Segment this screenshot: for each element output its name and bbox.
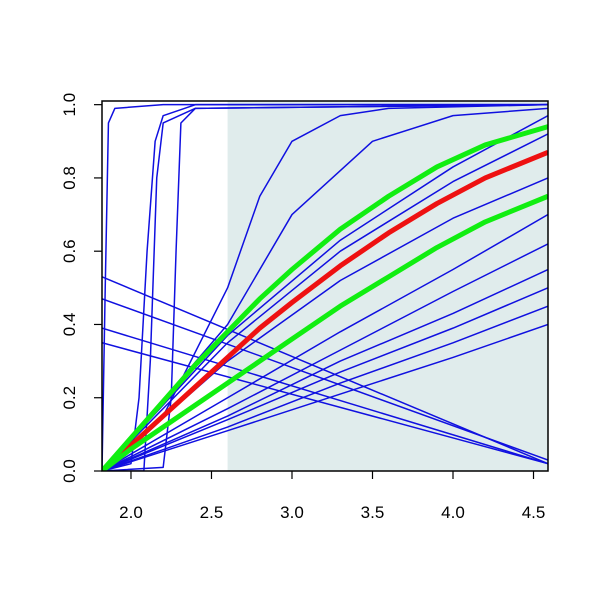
series-line: [102, 323, 548, 471]
series-line: [102, 114, 548, 471]
plot-box: [101, 100, 549, 472]
series-line: [102, 305, 548, 471]
series-line: [102, 327, 548, 465]
series-line: [102, 107, 548, 471]
x-tick-label: 3.5: [361, 503, 385, 522]
y-tick-label: 0.0: [60, 459, 79, 483]
y-tick-label: 0.6: [60, 239, 79, 263]
plot-area: [102, 101, 548, 471]
x-tick-label: 3.0: [280, 503, 304, 522]
y-tick-label: 0.4: [60, 313, 79, 337]
x-tick-label: 2.5: [200, 503, 224, 522]
series-line: [102, 268, 548, 471]
shaded-region: [227, 101, 548, 471]
series-line: [102, 133, 548, 471]
series-line: [102, 298, 548, 461]
y-tick-label: 1.0: [60, 93, 79, 117]
x-tick-label: 2.0: [119, 503, 143, 522]
y-tick-label: 0.8: [60, 166, 79, 190]
x-tick-label: 4.0: [441, 503, 465, 522]
series-line: [102, 193, 548, 471]
series-line: [102, 149, 548, 471]
series-line: [102, 103, 548, 471]
series-line: [102, 243, 548, 471]
series-line: [102, 287, 548, 471]
series-line: [102, 124, 548, 471]
x-tick-label: 4.5: [522, 503, 546, 522]
series-line: [102, 213, 548, 471]
series-line: [102, 103, 548, 471]
series-line: [102, 342, 548, 465]
y-tick-label: 0.2: [60, 386, 79, 410]
